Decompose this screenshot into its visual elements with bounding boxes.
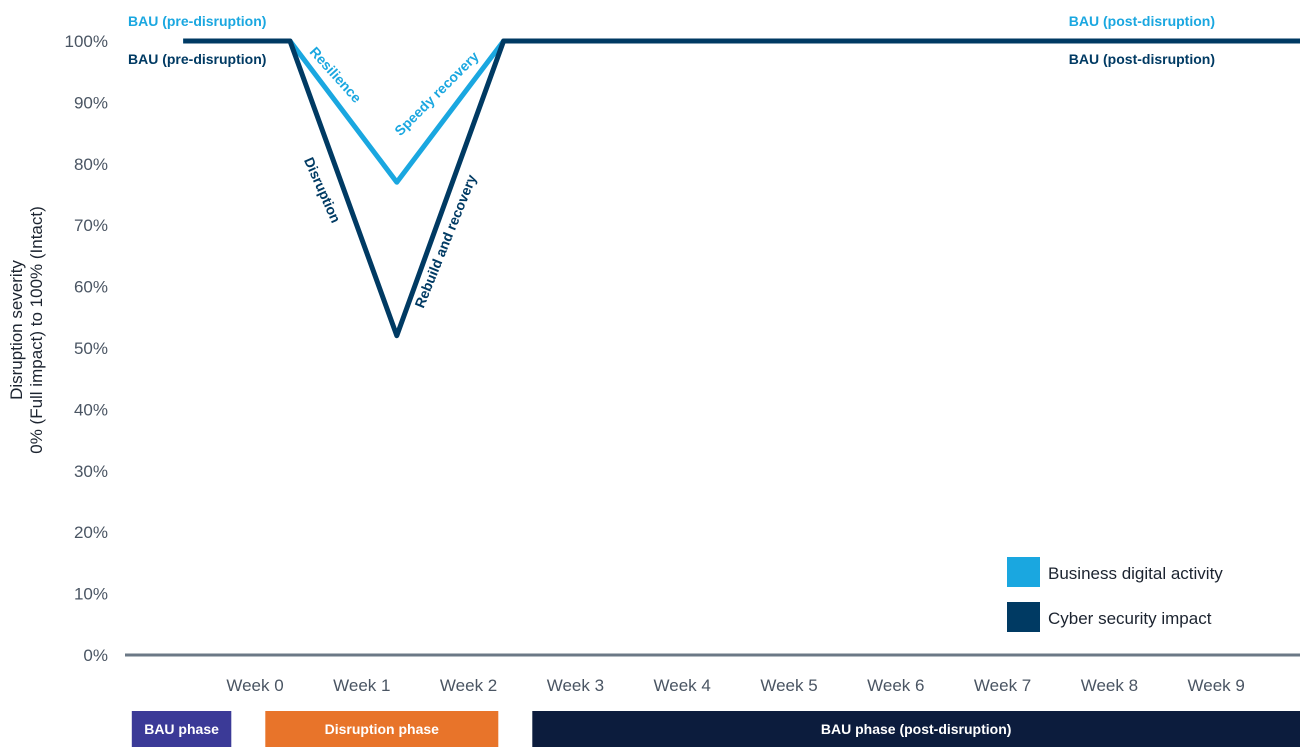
- y-tick-label: 80%: [74, 155, 108, 174]
- y-tick-label: 70%: [74, 216, 108, 235]
- y-tick-label: 50%: [74, 339, 108, 358]
- x-tick-label: Week 8: [1081, 676, 1138, 695]
- y-tick-label: 40%: [74, 400, 108, 419]
- legend-swatch: [1007, 557, 1040, 587]
- y-tick-label: 90%: [74, 93, 108, 112]
- y-tick-label: 0%: [83, 646, 108, 665]
- phase-bar: BAU phase Disruption phase BAU phase (post…: [131, 711, 1300, 747]
- y-tick-label: 100%: [65, 32, 108, 51]
- phase-label: BAU phase (post-disruption): [821, 721, 1012, 737]
- y-tick-label: 30%: [74, 462, 108, 481]
- x-tick-label: Week 6: [867, 676, 924, 695]
- legend-label: Cyber security impact: [1048, 609, 1212, 628]
- x-tick-label: Week 5: [760, 676, 817, 695]
- x-tick-label: Week 1: [333, 676, 390, 695]
- series-lines: [183, 38, 1300, 339]
- x-tick-label: Week 0: [226, 676, 283, 695]
- series-line-cyber-security-impact: [183, 38, 1300, 339]
- phase-label: BAU phase: [144, 721, 219, 737]
- y-axis-label-line2: 0% (Full impact) to 100% (Intact): [27, 206, 46, 454]
- x-tick-label: Week 3: [547, 676, 604, 695]
- annotation-label: Speedy recovery: [391, 48, 482, 139]
- legend-swatch: [1007, 602, 1040, 632]
- y-tick-label: 20%: [74, 523, 108, 542]
- y-tick-label: 10%: [74, 585, 108, 604]
- legend-label: Business digital activity: [1048, 564, 1223, 583]
- line-annotations: BAU (pre-disruption) BAU (pre-disruption)…: [128, 13, 1215, 310]
- phase-segment: [532, 711, 1300, 747]
- x-axis-ticks: Week 0 Week 1 Week 2 Week 3 Week 4 Week 5 Week…: [226, 676, 1245, 695]
- x-tick-label: Week 4: [654, 676, 711, 695]
- y-tick-label: 60%: [74, 278, 108, 297]
- y-axis-label: Disruption severity 0% (Full impact) to …: [7, 206, 46, 454]
- legend: Business digital activity Cyber security …: [1007, 557, 1223, 632]
- annotation-label: BAU (post-disruption): [1069, 13, 1215, 29]
- annotation-label: Rebuild and recovery: [411, 172, 479, 310]
- phase-label: Disruption phase: [325, 721, 440, 737]
- annotation-label: BAU (pre-disruption): [128, 13, 266, 29]
- y-axis-ticks: 0% 10% 20% 30% 40% 50% 60% 70% 80% 90% 100%: [65, 32, 108, 665]
- x-tick-label: Week 7: [974, 676, 1031, 695]
- annotation-label: BAU (post-disruption): [1069, 51, 1215, 67]
- phase-segment: [131, 711, 232, 747]
- annotation-label: BAU (pre-disruption): [128, 51, 266, 67]
- y-axis-label-line1: Disruption severity: [7, 260, 26, 400]
- phase-segment: [265, 711, 499, 747]
- x-tick-label: Week 2: [440, 676, 497, 695]
- x-tick-label: Week 9: [1188, 676, 1245, 695]
